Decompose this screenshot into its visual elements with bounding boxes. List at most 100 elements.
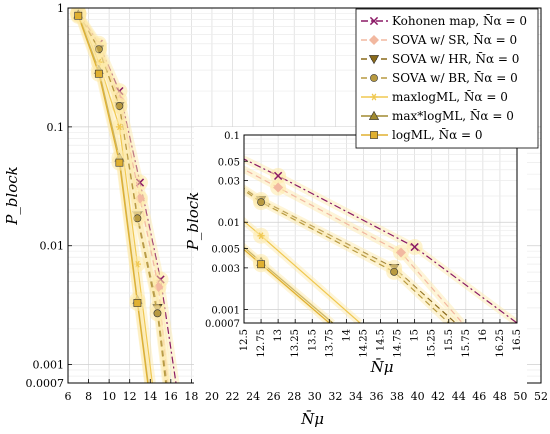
legend-entry-label: SOVA w/ BR, N̄α = 0: [392, 70, 518, 85]
main-x-tick-label: 26: [267, 390, 281, 403]
inset-series-3: [2, 74, 452, 323]
inset-point: [137, 110, 146, 119]
main-x-tick-label: 22: [226, 390, 240, 403]
main-x-tick-label: 40: [411, 390, 425, 403]
inset-series-line: [244, 248, 330, 323]
inset-point: [138, 116, 145, 123]
inset-x-tick-label: 16: [478, 329, 489, 342]
main-x-tick-label: 16: [164, 390, 178, 403]
main-y-tick-label: 1: [57, 2, 64, 15]
inset-point: [1, 89, 10, 97]
main-ticks: 6 8 10 12 14 16 18 20 22 24 26 28 30 32 34 36 38 40 42 44 46…: [26, 2, 549, 403]
inset-point-halo: [134, 127, 150, 143]
inset-chart: 12.5 12.75 13 13.25 13.5 13.75 14 14.25 14.5 14.7…: [0, 66, 527, 385]
main-y-tick-label: 0.0007: [26, 377, 65, 390]
main-x-tick-label: 30: [308, 390, 322, 403]
inset-series: [0, 66, 517, 323]
main-point: [115, 102, 124, 110]
main-y-tick-label: 0.1: [47, 121, 65, 134]
inset-series-1: [0, 68, 466, 323]
inset-y-tick-label: 0.01: [218, 218, 240, 229]
inset-x-tick-label: 13.5: [307, 329, 318, 351]
legend-entry-label: logML, N̄α = 0: [392, 127, 483, 142]
main-y-axis-label: P_block: [3, 166, 21, 226]
main-x-tick-label: 14: [143, 390, 157, 403]
main-y-tick-label: 0.01: [40, 240, 65, 253]
inset-series-glow: [244, 186, 452, 323]
main-series-1: [70, 8, 172, 383]
inset-series-glow: [244, 165, 466, 323]
main-x-tick-label: 12: [123, 390, 137, 403]
inset-x-tick-label: 13.75: [324, 329, 335, 358]
inset-point-halo: [0, 88, 13, 104]
inset-point: [257, 232, 265, 240]
inset-point-halo: [0, 66, 13, 82]
main-x-tick-label: 34: [349, 390, 363, 403]
main-x-axis-label: N̄μ: [300, 410, 324, 428]
legend-entry-label: SOVA w/ SR, N̄α = 0: [392, 32, 517, 47]
inset-point: [137, 116, 146, 124]
main-x-tick-label: 46: [472, 390, 486, 403]
inset-point: [138, 105, 145, 112]
inset-y-tick-label: 0.03: [218, 177, 240, 188]
inset-ticks: 12.5 12.75 13 13.25 13.5 13.75 14 14.25 14.5 14.7…: [205, 131, 523, 358]
inset-x-axis-label: N̄μ: [370, 358, 394, 376]
inset-point-halo: [134, 107, 150, 123]
inset-y-tick-label: 0.005: [211, 245, 240, 256]
main-x-tick-label: 18: [184, 390, 198, 403]
inset-point: [1, 71, 10, 80]
inset-point: [2, 70, 9, 77]
legend-entry-label: max*logML, N̄α = 0: [392, 108, 514, 123]
inset-y-tick-label: 0.0007: [205, 319, 240, 330]
main-point: [94, 45, 103, 54]
legend: Kohonen map, N̄α = 0 SOVA w/ SR, N̄α = 0 S…: [355, 8, 539, 149]
main-x-tick-label: 48: [493, 390, 507, 403]
inset-point: [257, 198, 265, 207]
main-x-tick-label: 36: [369, 390, 383, 403]
inset-point-halo: [0, 68, 13, 84]
inset-x-tick-label: 16.5: [512, 329, 523, 351]
inset-point-halo: [0, 70, 13, 86]
inset-x-tick-label: 14.75: [393, 329, 404, 358]
main-point: [153, 281, 164, 292]
inset-x-tick-label: 15.75: [461, 329, 472, 358]
main-point: [134, 193, 146, 204]
inset-point-halo: [134, 112, 150, 128]
legend-swatch-marker: [370, 74, 378, 82]
inset-x-tick-label: 14.5: [376, 329, 387, 351]
inset-point: [1, 74, 10, 82]
main-x-tick-label: 8: [85, 390, 92, 403]
inset-series-glow: [244, 184, 458, 323]
inset-point: [2, 74, 9, 81]
inset-y-tick-label: 0.05: [218, 157, 240, 168]
inset-x-tick-label: 14: [341, 329, 352, 342]
inset-x-tick-label: 16.25: [495, 329, 506, 358]
main-series-2: [70, 8, 171, 383]
inset-x-tick-label: 13: [273, 329, 284, 342]
main-point: [133, 299, 142, 307]
main-x-tick-label: 32: [328, 390, 342, 403]
main-x-tick-label: 50: [513, 390, 527, 403]
main-point: [153, 309, 162, 318]
legend-entry-label: SOVA w/ HR, N̄α = 0: [392, 51, 519, 66]
main-x-tick-label: 52: [534, 390, 548, 403]
inset-point: [2, 84, 9, 90]
inset-point-halo: [134, 101, 150, 117]
main-point: [133, 260, 142, 268]
main-x-tick-label: 44: [452, 390, 466, 403]
inset-x-tick-label: 12.5: [239, 329, 250, 351]
main-series: [70, 8, 180, 383]
inset-y-axis-label: P_block: [184, 192, 202, 252]
inset-point: [257, 260, 265, 269]
main-x-tick-label: 10: [102, 390, 116, 403]
inset-x-tick-label: 14.25: [358, 329, 369, 358]
main-x-tick-label: 6: [65, 390, 72, 403]
main-y-tick-label: 0.001: [33, 359, 65, 372]
main-x-tick-label: 38: [390, 390, 404, 403]
main-point: [115, 123, 124, 131]
legend-swatch-marker: [368, 34, 380, 46]
main-point: [74, 11, 83, 20]
legend-swatch-marker: [368, 55, 380, 65]
inset-series-line: [244, 158, 517, 323]
inset-point: [273, 182, 284, 193]
